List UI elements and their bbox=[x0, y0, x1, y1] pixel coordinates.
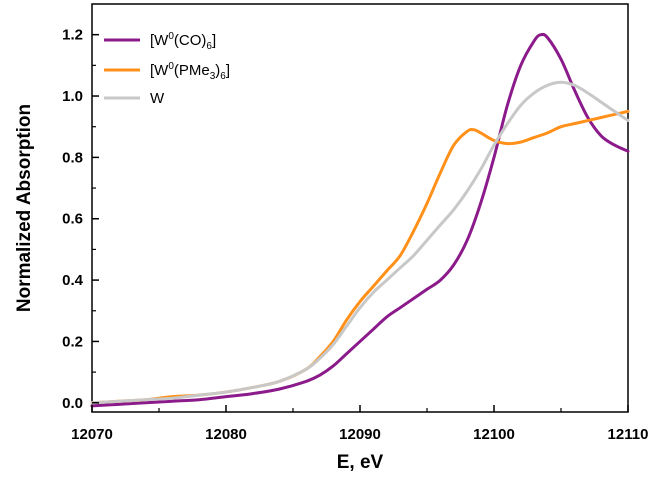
series-lines bbox=[90, 32, 630, 408]
y-axis-title: Normalized Absorption bbox=[14, 104, 35, 312]
legend-label-2: W bbox=[150, 90, 165, 107]
legend-label-0: [W0(CO)6] bbox=[150, 31, 216, 52]
y-tick-label: 1.2 bbox=[62, 27, 83, 44]
legend-label-1: [W0(PMe3)6] bbox=[150, 61, 230, 82]
series-line-1 bbox=[90, 109, 630, 405]
legend: [W0(CO)6] [W0(PMe3)6] W bbox=[104, 31, 230, 107]
y-tick-label: 0.6 bbox=[62, 211, 83, 228]
x-tick-label: 12090 bbox=[339, 426, 381, 443]
x-tick-label: 12080 bbox=[205, 426, 247, 443]
y-tick-label: 0.2 bbox=[62, 333, 83, 350]
x-tick-label: 12110 bbox=[608, 426, 649, 443]
y-tick-label: 0.4 bbox=[62, 272, 84, 289]
y-tick-label: 1.0 bbox=[62, 88, 83, 105]
x-tick-label: 12100 bbox=[473, 426, 515, 443]
y-tick-label: 0.0 bbox=[62, 395, 83, 412]
series-line-0 bbox=[90, 32, 630, 408]
series-line-2 bbox=[90, 80, 630, 405]
y-tick-label: 0.8 bbox=[62, 149, 83, 166]
x-axis-ticks: 12070 12080 12090 12100 12110 bbox=[71, 405, 648, 443]
x-tick-label: 12070 bbox=[71, 426, 113, 443]
y-axis-ticks: 0.0 0.2 0.4 0.6 0.8 1.0 1.2 bbox=[62, 27, 99, 412]
x-axis-title: E, eV bbox=[337, 452, 384, 473]
